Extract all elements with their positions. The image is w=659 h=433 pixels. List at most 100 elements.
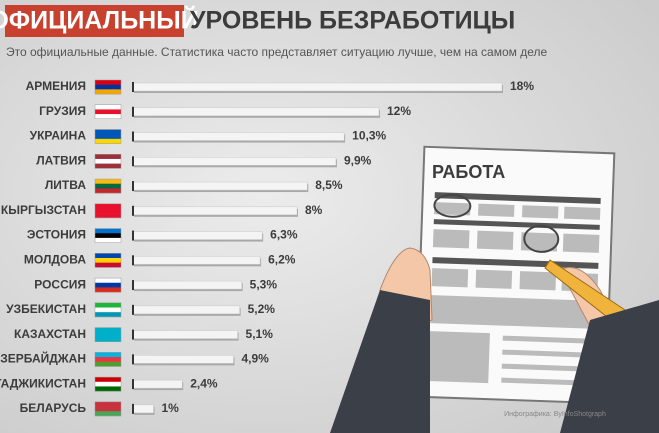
flag bbox=[94, 129, 122, 144]
flag bbox=[94, 178, 122, 194]
value-label: 1% bbox=[162, 401, 180, 415]
flag-border bbox=[94, 129, 122, 144]
value-label: 4,9% bbox=[241, 352, 269, 366]
value-label: 6,3% bbox=[270, 228, 298, 242]
flag-border bbox=[94, 154, 122, 169]
bar bbox=[132, 231, 263, 240]
category-label: КАЗАХСТАН bbox=[14, 327, 86, 341]
category-label: ТАДЖИКИСТАН bbox=[0, 376, 86, 390]
bar-start bbox=[132, 82, 134, 92]
flag-stripe bbox=[95, 406, 121, 412]
flag bbox=[94, 376, 122, 392]
bar bbox=[132, 280, 242, 290]
flag-stripe bbox=[95, 386, 121, 392]
flag-border bbox=[94, 79, 122, 95]
category-label: БЕЛАРУСЬ bbox=[20, 401, 87, 415]
bar-start bbox=[132, 379, 134, 390]
flag-border bbox=[94, 302, 122, 318]
bar-start bbox=[132, 205, 134, 216]
flag bbox=[94, 253, 122, 268]
bar bbox=[132, 181, 308, 191]
bar bbox=[132, 379, 183, 389]
flag-border bbox=[94, 228, 122, 243]
bar-start bbox=[132, 131, 134, 142]
flag-stripe bbox=[95, 163, 121, 169]
flag-border bbox=[94, 253, 122, 268]
flag-stripe bbox=[95, 327, 121, 333]
bar-start bbox=[132, 106, 134, 117]
flag-stripe bbox=[95, 134, 121, 140]
bar bbox=[132, 330, 238, 339]
flag bbox=[94, 79, 122, 95]
flag bbox=[94, 401, 122, 417]
flag-stripe bbox=[95, 381, 121, 387]
bar-start bbox=[132, 230, 134, 241]
flag-stripe bbox=[95, 114, 121, 120]
title-highlight: ОФИЦИАЛЬНЫЙ bbox=[0, 5, 199, 35]
flag-stripe bbox=[95, 138, 121, 144]
category-label: АЗЕРБАЙДЖАН bbox=[0, 351, 86, 366]
bar bbox=[132, 82, 503, 92]
flag-stripe bbox=[95, 104, 121, 110]
title-highlight-box bbox=[5, 5, 184, 37]
value-label: 2,4% bbox=[190, 376, 218, 390]
flag bbox=[94, 203, 122, 219]
chart-title: УРОВЕНЬ БЕЗРАБОТИЦЫ bbox=[190, 7, 515, 35]
bar-start bbox=[132, 156, 134, 167]
flag-border bbox=[94, 203, 122, 219]
value-label: 6,2% bbox=[268, 252, 296, 266]
flag-stripe bbox=[95, 312, 121, 318]
value-label: 5,1% bbox=[246, 327, 274, 341]
value-label: 18% bbox=[510, 79, 534, 93]
flag-stripe bbox=[95, 411, 121, 417]
flag bbox=[94, 302, 122, 318]
flag bbox=[94, 154, 122, 169]
flag-stripe bbox=[95, 262, 121, 268]
category-label: УЗБЕКИСТАН bbox=[6, 302, 86, 316]
bar-start bbox=[132, 329, 134, 340]
bar-start bbox=[132, 354, 134, 365]
flag-border bbox=[94, 376, 122, 392]
flag-stripe bbox=[95, 84, 121, 90]
flag-stripe bbox=[95, 109, 121, 115]
flag-stripe bbox=[95, 278, 121, 284]
category-label: ЛИТВА bbox=[45, 178, 86, 192]
value-label: 5,3% bbox=[250, 277, 278, 291]
flag bbox=[94, 228, 122, 243]
bar bbox=[132, 206, 298, 216]
flag-stripe bbox=[95, 352, 121, 358]
category-label: МОЛДОВА bbox=[24, 252, 86, 266]
category-label: РОССИЯ bbox=[34, 277, 86, 291]
flag-stripe bbox=[95, 213, 121, 219]
flag-stripe bbox=[95, 228, 121, 234]
category-label: АРМЕНИЯ bbox=[26, 79, 86, 93]
category-label: ГРУЗИЯ bbox=[39, 104, 86, 118]
flag-stripe bbox=[95, 307, 121, 313]
flag-border bbox=[94, 178, 122, 194]
category-label: ЭСТОНИЯ bbox=[27, 228, 86, 242]
bar bbox=[132, 404, 154, 414]
flag bbox=[94, 352, 122, 367]
flag-stripe bbox=[95, 302, 121, 308]
flag-stripe bbox=[95, 282, 121, 288]
bar bbox=[132, 305, 240, 315]
bar-start bbox=[132, 403, 134, 414]
bar-start bbox=[132, 181, 134, 192]
value-label: 5,2% bbox=[248, 302, 276, 316]
flag-stripe bbox=[95, 361, 121, 367]
value-label: 8,5% bbox=[315, 178, 343, 192]
flag bbox=[94, 104, 122, 120]
flag-stripe bbox=[95, 287, 121, 293]
flag-border bbox=[94, 352, 122, 367]
bar-start bbox=[132, 255, 134, 266]
flag-stripe bbox=[95, 357, 121, 362]
flag-stripe bbox=[95, 401, 121, 407]
credit: Инфографика: ByInfoShotgraph bbox=[504, 411, 606, 418]
bar bbox=[132, 355, 234, 364]
flag-stripe bbox=[95, 129, 121, 135]
value-label: 10,3% bbox=[352, 129, 386, 143]
paper bbox=[414, 145, 616, 405]
flag-stripe bbox=[95, 203, 121, 209]
flag-stripe bbox=[95, 179, 121, 185]
flag-stripe bbox=[95, 257, 121, 263]
